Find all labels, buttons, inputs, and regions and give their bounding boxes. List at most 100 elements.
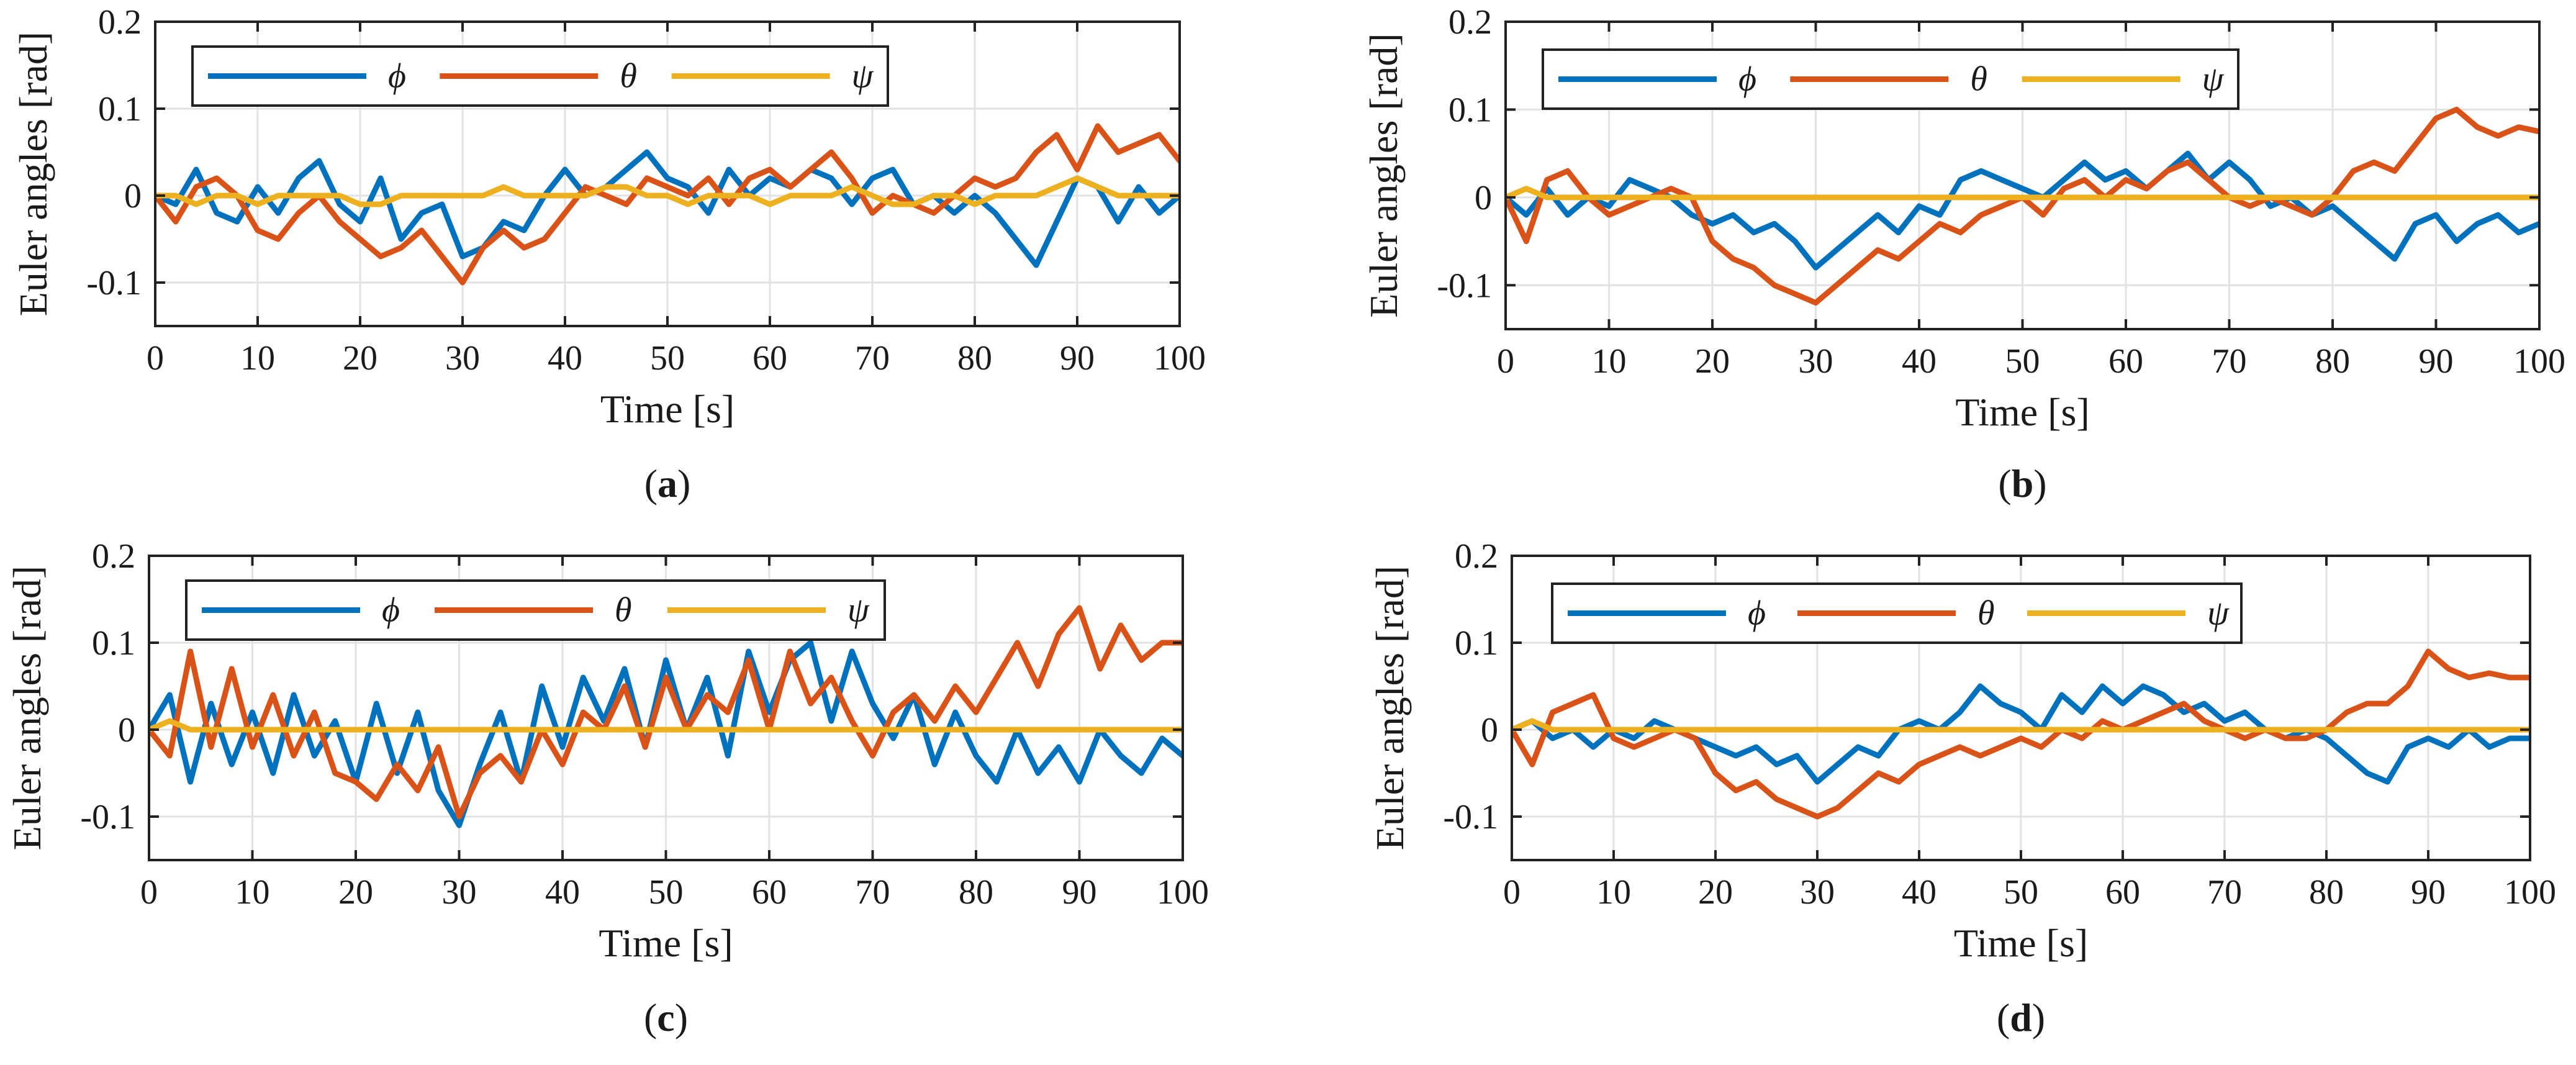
x-tick-label: 80 — [959, 873, 993, 912]
series-line-psi — [1506, 186, 2539, 201]
series-group — [155, 123, 1180, 286]
x-tick-label: 90 — [2419, 342, 2454, 381]
x-tick-label: 100 — [2513, 342, 2565, 381]
panel-caption: (c) — [644, 995, 688, 1040]
series-line-phi — [1506, 150, 2539, 271]
series-line-phi — [149, 640, 1183, 828]
x-tick-label: 30 — [445, 339, 480, 378]
x-tick-label: 100 — [1154, 339, 1206, 378]
y-tick-label: 0 — [1481, 711, 1498, 750]
x-tick-label: 70 — [855, 339, 890, 378]
x-tick-label: 50 — [2005, 342, 2040, 381]
series-group — [1506, 106, 2539, 306]
legend-label-psi: ψ — [2207, 594, 2230, 633]
x-tick-label: 60 — [752, 339, 787, 378]
x-axis-label: Time [s] — [599, 921, 733, 965]
legend-label-phi: ϕ — [1748, 594, 1766, 633]
series-line-theta — [1512, 648, 2530, 820]
legend-label-theta: θ — [1977, 594, 1995, 633]
y-tick-label: 0.2 — [1455, 537, 1498, 576]
x-tick-label: 50 — [649, 873, 684, 912]
panel-caption: (b) — [1998, 461, 2046, 505]
x-tick-label: 20 — [338, 873, 373, 912]
series-line-psi — [149, 718, 1183, 733]
x-tick-label: 40 — [1902, 342, 1937, 381]
y-tick-label: 0.2 — [98, 3, 142, 42]
y-tick-label: -0.1 — [86, 264, 142, 302]
x-tick-label: 20 — [1698, 873, 1733, 912]
x-tick-label: 60 — [2108, 342, 2143, 381]
legend-label-phi: ϕ — [388, 57, 406, 96]
legend-label-theta: θ — [615, 591, 632, 630]
x-tick-label: 30 — [442, 873, 477, 912]
x-tick-label: 60 — [2105, 873, 2140, 912]
x-axis-label: Time [s] — [600, 387, 734, 431]
x-tick-label: 40 — [1902, 873, 1937, 912]
y-tick-label: -0.1 — [80, 798, 135, 836]
x-tick-label: 40 — [545, 873, 580, 912]
y-tick-label: 0 — [1475, 179, 1492, 217]
y-tick-label: 0.1 — [92, 624, 135, 663]
x-tick-label: 10 — [240, 339, 275, 378]
y-axis-label: Euler angles [rad] — [1362, 33, 1406, 317]
y-tick-label: 0.2 — [1448, 3, 1492, 42]
y-tick-label: -0.1 — [1443, 798, 1498, 836]
x-tick-label: 0 — [140, 873, 158, 912]
y-axis-label: Euler angles [rad] — [1368, 566, 1412, 850]
x-tick-label: 10 — [235, 873, 270, 912]
x-tick-label: 90 — [2411, 873, 2446, 912]
y-axis-label: Euler angles [rad] — [11, 32, 55, 316]
legend-label-psi: ψ — [847, 591, 870, 630]
series-line-psi — [155, 175, 1180, 207]
x-tick-label: 80 — [2315, 342, 2350, 381]
y-tick-label: 0.1 — [1448, 91, 1492, 129]
y-tick-label: 0 — [124, 177, 142, 215]
x-tick-label: 30 — [1800, 873, 1835, 912]
series-group — [149, 605, 1183, 828]
y-tick-label: -0.1 — [1437, 266, 1492, 305]
x-tick-label: 60 — [752, 873, 787, 912]
x-tick-label: 10 — [1592, 342, 1627, 381]
x-tick-label: 70 — [2212, 342, 2247, 381]
x-axis-label: Time [s] — [1954, 921, 2088, 965]
x-tick-label: 0 — [1497, 342, 1514, 381]
legend-label-theta: θ — [1970, 60, 1987, 99]
series-group — [1512, 648, 2530, 820]
x-tick-label: 30 — [1799, 342, 1833, 381]
x-tick-label: 90 — [1060, 339, 1095, 378]
x-tick-label: 0 — [1503, 873, 1521, 912]
x-tick-label: 70 — [856, 873, 890, 912]
y-tick-label: 0 — [118, 711, 135, 750]
x-tick-label: 100 — [2504, 873, 2556, 912]
series-line-phi — [155, 149, 1180, 268]
x-tick-label: 90 — [1062, 873, 1097, 912]
x-tick-label: 80 — [2309, 873, 2344, 912]
legend-label-theta: θ — [620, 57, 637, 96]
panel-caption: (a) — [644, 461, 691, 505]
y-tick-label: 0.1 — [1455, 624, 1498, 663]
x-axis-label: Time [s] — [1955, 390, 2089, 434]
x-tick-label: 20 — [1695, 342, 1730, 381]
x-tick-label: 80 — [957, 339, 992, 378]
x-tick-label: 40 — [548, 339, 582, 378]
y-tick-label: 0.1 — [98, 90, 142, 129]
series-line-theta — [149, 605, 1183, 820]
legend-label-phi: ϕ — [1738, 60, 1756, 99]
x-tick-label: 100 — [1157, 873, 1209, 912]
x-tick-label: 70 — [2207, 873, 2242, 912]
x-tick-label: 10 — [1596, 873, 1631, 912]
legend-label-psi: ψ — [2202, 60, 2225, 99]
panel-caption: (d) — [1997, 995, 2045, 1040]
series-line-psi — [1512, 718, 2530, 733]
legend-label-phi: ϕ — [382, 591, 400, 630]
x-tick-label: 0 — [147, 339, 164, 378]
